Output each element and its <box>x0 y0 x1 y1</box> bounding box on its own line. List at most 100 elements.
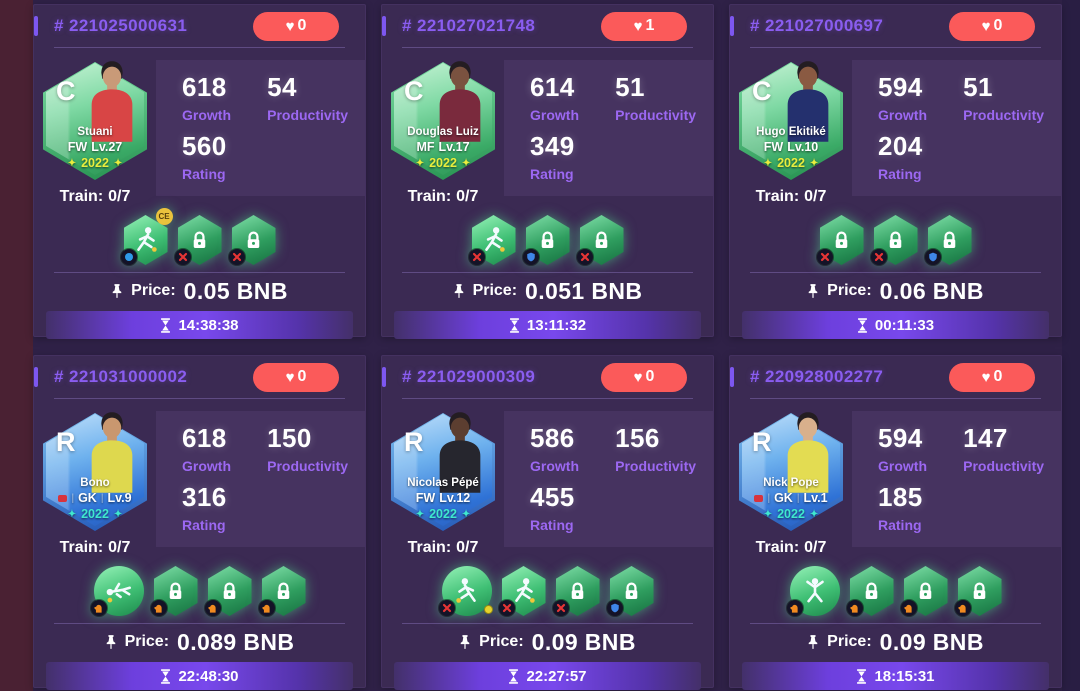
stat-productivity: 51 Productivity <box>963 72 1061 123</box>
skill-locked-icon[interactable] <box>900 566 948 616</box>
growth-label: Growth <box>182 458 231 474</box>
player-badge[interactable]: R Nick Pope | GK | Lv.1 <box>739 411 843 531</box>
train-value: 0/7 <box>456 539 479 556</box>
skill-dive-icon[interactable] <box>90 566 144 616</box>
player-card[interactable]: # 221027000697 ♥ 0 C <box>729 4 1062 339</box>
player-card[interactable]: # 221027021748 ♥ 1 C <box>381 4 714 339</box>
price-divider <box>402 272 693 273</box>
sparkle-icon: ✦ <box>415 157 425 169</box>
skill-locked-icon[interactable] <box>174 215 222 265</box>
skill-locked-icon[interactable] <box>606 566 654 616</box>
price-label: Price: <box>827 282 872 299</box>
player-card[interactable]: # 221029000309 ♥ 0 R <box>381 355 714 690</box>
like-count: 0 <box>993 368 1003 385</box>
heart-icon: ♥ <box>285 368 295 386</box>
skill-catch-icon[interactable] <box>786 566 840 616</box>
like-button[interactable]: ♥ 0 <box>601 362 687 392</box>
productivity-value: 150 <box>267 423 312 453</box>
skill-locked-icon[interactable] <box>228 215 276 265</box>
header-divider <box>402 398 693 399</box>
player-badge[interactable]: R Nicolas Pépé FW Lv.12 <box>391 411 495 531</box>
player-name: Nicolas Pépé <box>407 477 479 489</box>
train-label: Train: <box>407 188 452 205</box>
skill-locked-icon[interactable] <box>924 215 972 265</box>
card-header: # 221025000631 ♥ 0 <box>34 5 365 47</box>
player-card[interactable]: # 221025000631 ♥ 0 C <box>33 4 366 339</box>
player-meta: | GK | Lv.9 <box>43 491 147 505</box>
shield-icon <box>928 252 937 262</box>
stat-growth: 618 Growth <box>182 72 267 123</box>
skill-locked-icon[interactable] <box>522 215 570 265</box>
stat-rating: 349 Rating <box>530 131 615 182</box>
skill-status-x-badge <box>438 600 455 616</box>
left-margin-strip <box>0 0 33 691</box>
train-label: Train: <box>755 539 800 556</box>
skill-kick-icon[interactable] <box>468 215 516 265</box>
glove-icon <box>904 604 912 613</box>
player-badge[interactable]: C Hugo Ekitiké FW Lv.10 <box>739 60 843 180</box>
card-header: # 221027021748 ♥ 1 <box>382 5 713 47</box>
player-badge[interactable]: R Bono | GK | Lv.9 <box>43 411 147 531</box>
price-divider <box>402 623 693 624</box>
player-photo <box>439 61 481 142</box>
player-card[interactable]: # 221031000002 ♥ 0 R <box>33 355 366 690</box>
skill-kick-icon[interactable]: CE <box>120 208 173 265</box>
ce-badge: CE <box>155 208 173 225</box>
grade-letter: C <box>752 76 772 106</box>
player-photo <box>439 412 481 493</box>
like-button[interactable]: ♥ 0 <box>949 362 1035 392</box>
player-badge[interactable]: C Stuani FW Lv.27 <box>43 60 147 180</box>
stat-rating: 204 Rating <box>878 131 963 182</box>
rating-label: Rating <box>182 517 226 533</box>
header-divider <box>750 47 1041 48</box>
train-value: 0/7 <box>108 188 131 205</box>
skill-locked-icon[interactable] <box>258 566 306 616</box>
skill-status-x-badge <box>816 249 833 265</box>
skill-locked-icon[interactable] <box>576 215 624 265</box>
player-column: R Nick Pope | GK | Lv.1 <box>730 411 852 557</box>
timer-value: 13:11:32 <box>526 316 587 334</box>
year-value: 2022 <box>429 156 457 170</box>
hourglass-icon <box>509 317 519 333</box>
skill-status-dot-badge <box>120 249 137 265</box>
player-badge[interactable]: C Douglas Luiz MF Lv.17 <box>391 60 495 180</box>
player-card[interactable]: # 220928002277 ♥ 0 R <box>729 355 1062 690</box>
skill-locked-icon[interactable] <box>204 566 252 616</box>
skill-locked-icon[interactable] <box>954 566 1002 616</box>
skill-tackle-icon[interactable] <box>438 566 493 616</box>
glove-icon <box>154 604 162 613</box>
card-header: # 221031000002 ♥ 0 <box>34 356 365 398</box>
train-label: Train: <box>755 188 800 205</box>
skill-locked-icon[interactable] <box>552 566 600 616</box>
pin-icon <box>808 284 818 299</box>
dive-figure-icon <box>106 582 131 603</box>
player-level: Lv.12 <box>439 491 471 505</box>
skill-locked-icon[interactable] <box>150 566 198 616</box>
stat-productivity: 51 Productivity <box>615 72 713 123</box>
header-accent-bar <box>34 16 38 36</box>
x-icon <box>472 252 481 262</box>
skill-kick-icon[interactable] <box>498 566 546 616</box>
lock-icon <box>193 231 206 248</box>
skill-status-glove-badge <box>204 600 221 616</box>
meta-separator: | <box>71 492 75 504</box>
sparkle-icon: ✦ <box>809 508 819 520</box>
like-button[interactable]: ♥ 1 <box>601 11 687 41</box>
skill-locked-icon[interactable] <box>846 566 894 616</box>
price-value: 0.05 BNB <box>183 277 288 304</box>
countdown-timer: 13:11:32 <box>394 311 701 339</box>
like-button[interactable]: ♥ 0 <box>253 11 339 41</box>
sparkle-icon: ✦ <box>415 508 425 520</box>
skill-locked-icon[interactable] <box>816 215 864 265</box>
skill-locked-icon[interactable] <box>870 215 918 265</box>
productivity-label: Productivity <box>267 107 349 123</box>
price-divider <box>750 272 1041 273</box>
tackle-figure-icon <box>455 578 476 603</box>
player-level: Lv.27 <box>91 140 123 154</box>
lock-icon <box>595 231 608 248</box>
card-header: # 221027000697 ♥ 0 <box>730 5 1061 47</box>
growth-value: 618 <box>182 423 227 453</box>
shield-icon <box>610 603 619 613</box>
like-button[interactable]: ♥ 0 <box>253 362 339 392</box>
like-button[interactable]: ♥ 0 <box>949 11 1035 41</box>
